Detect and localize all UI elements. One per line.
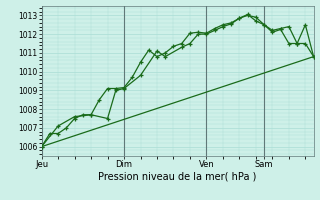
X-axis label: Pression niveau de la mer( hPa ): Pression niveau de la mer( hPa ) <box>99 172 257 182</box>
